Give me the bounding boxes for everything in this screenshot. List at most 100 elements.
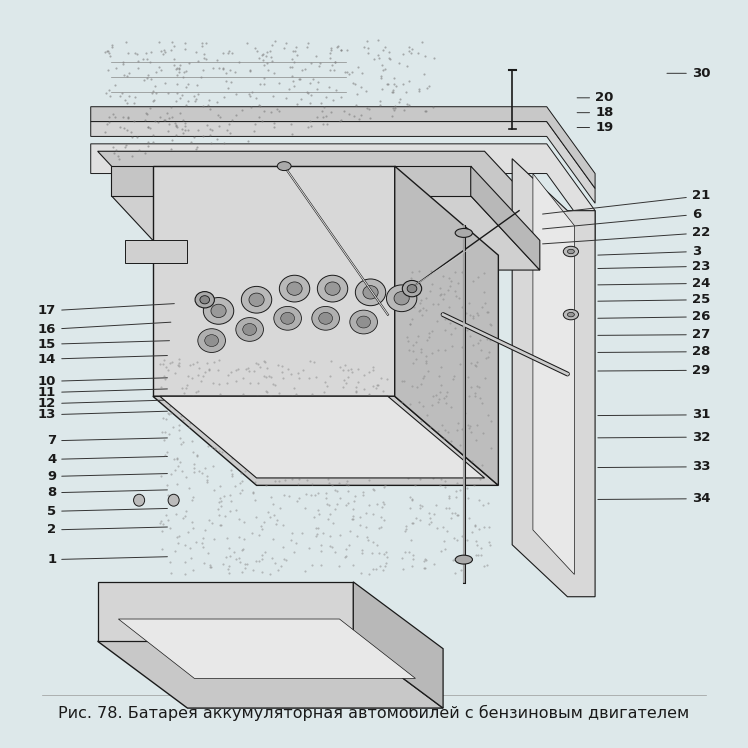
Point <box>319 376 331 388</box>
Point <box>423 327 435 339</box>
Point <box>456 530 468 542</box>
Point <box>418 68 430 80</box>
Point <box>461 482 473 494</box>
Point <box>198 557 210 569</box>
Point <box>472 549 484 561</box>
Point <box>320 492 332 504</box>
Point <box>431 522 443 534</box>
Point <box>131 49 143 61</box>
Point <box>316 392 328 404</box>
Point <box>140 47 152 59</box>
Point <box>477 499 489 511</box>
Point <box>360 521 372 533</box>
Point <box>424 512 436 524</box>
Ellipse shape <box>274 307 301 330</box>
Point <box>168 58 180 70</box>
Point <box>396 396 408 408</box>
Point <box>463 512 475 524</box>
Point <box>287 46 299 58</box>
Point <box>329 56 341 68</box>
Point <box>420 355 432 367</box>
Point <box>363 389 375 401</box>
Point <box>315 560 327 571</box>
Point <box>478 286 490 298</box>
Point <box>206 123 218 135</box>
Point <box>403 546 415 558</box>
Point <box>290 40 302 52</box>
Text: 27: 27 <box>598 328 710 341</box>
Point <box>221 443 233 455</box>
Point <box>291 495 303 507</box>
Point <box>264 511 276 523</box>
Point <box>271 455 283 467</box>
Point <box>178 387 190 399</box>
Point <box>445 512 457 524</box>
Point <box>116 87 128 99</box>
Point <box>482 352 494 364</box>
Point <box>326 479 338 491</box>
Point <box>375 511 387 523</box>
Point <box>159 434 171 446</box>
Point <box>236 476 248 488</box>
Point <box>414 346 426 358</box>
Point <box>234 440 246 452</box>
Point <box>373 522 385 534</box>
Point <box>141 53 153 65</box>
Point <box>402 472 414 484</box>
Point <box>242 362 254 374</box>
Point <box>346 366 358 378</box>
Point <box>485 319 497 331</box>
Point <box>309 489 321 501</box>
Point <box>367 364 378 375</box>
Point <box>450 491 462 503</box>
Point <box>217 421 229 433</box>
Point <box>161 447 173 459</box>
Point <box>276 360 288 372</box>
Point <box>261 46 273 58</box>
Point <box>399 295 411 307</box>
Polygon shape <box>98 151 554 225</box>
Text: 1: 1 <box>47 553 168 566</box>
Point <box>177 114 189 126</box>
Point <box>363 499 375 511</box>
Point <box>357 67 369 79</box>
Point <box>463 422 475 434</box>
Point <box>301 488 313 500</box>
Point <box>345 435 357 447</box>
Point <box>174 456 186 468</box>
Point <box>203 515 215 527</box>
Point <box>230 364 242 375</box>
Point <box>121 70 133 82</box>
Point <box>282 363 294 375</box>
Point <box>132 55 144 67</box>
Point <box>121 97 133 109</box>
Point <box>201 470 213 482</box>
Point <box>187 390 199 402</box>
Point <box>312 522 324 534</box>
Point <box>352 364 364 375</box>
Point <box>103 111 115 123</box>
Point <box>420 292 432 304</box>
Point <box>312 504 324 516</box>
Point <box>470 360 482 372</box>
Point <box>419 562 431 574</box>
Point <box>441 387 453 399</box>
Point <box>416 309 428 321</box>
Point <box>317 117 329 129</box>
Point <box>442 426 454 438</box>
Point <box>318 462 330 474</box>
Point <box>355 449 367 461</box>
Point <box>375 70 387 82</box>
Point <box>323 500 335 512</box>
Point <box>254 421 266 433</box>
Point <box>152 116 164 128</box>
Point <box>439 424 451 436</box>
Polygon shape <box>395 166 498 485</box>
Point <box>473 309 485 321</box>
Point <box>156 515 168 527</box>
Point <box>367 562 378 574</box>
Point <box>449 456 461 468</box>
Point <box>236 468 248 479</box>
Point <box>406 381 418 393</box>
Point <box>177 71 189 83</box>
